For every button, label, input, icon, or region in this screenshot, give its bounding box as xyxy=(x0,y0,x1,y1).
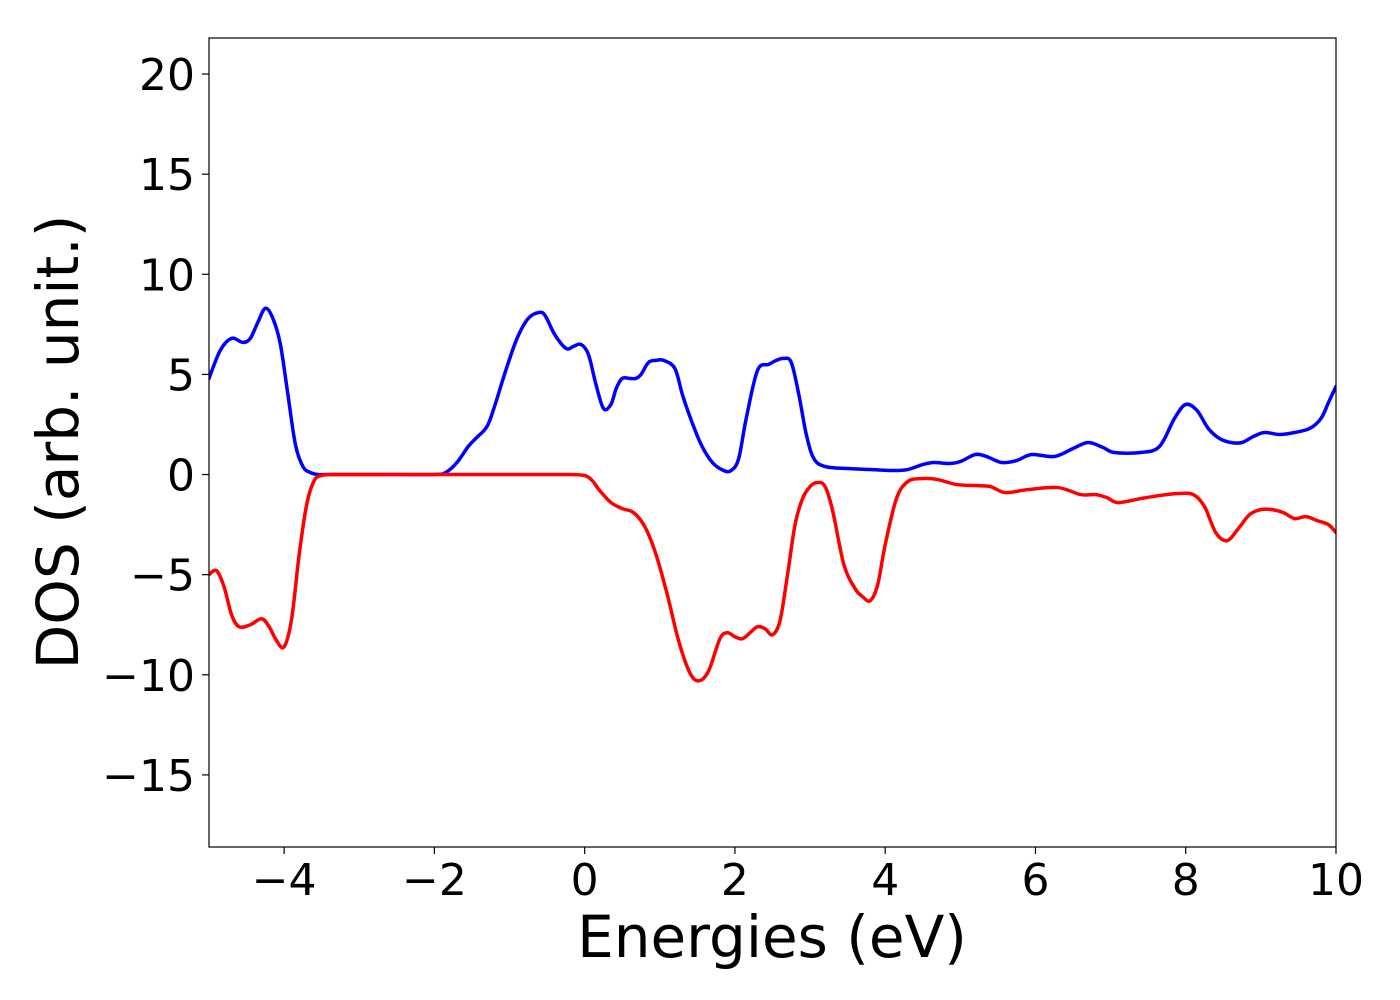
y-tick-label: 0 xyxy=(167,451,195,502)
y-tick-label: −10 xyxy=(102,651,195,702)
x-tick-label: 0 xyxy=(571,855,599,906)
y-tick-label: −5 xyxy=(130,551,195,602)
y-tick-label: 5 xyxy=(167,350,195,401)
x-tick-label: 2 xyxy=(721,855,749,906)
y-tick-label: −15 xyxy=(102,751,195,802)
x-tick-label: 4 xyxy=(871,855,899,906)
y-tick-label: 10 xyxy=(139,250,195,301)
x-axis: −4 −2 0 2 4 6 8 10 xyxy=(252,847,1364,906)
y-axis-label: DOS (arb. unit.) xyxy=(24,215,92,670)
plot-frame xyxy=(208,37,1337,848)
x-tick-label: 6 xyxy=(1021,855,1049,906)
x-axis-label: Energies (eV) xyxy=(577,903,967,971)
y-tick-label: 20 xyxy=(139,50,195,101)
x-tick-label: −2 xyxy=(402,855,467,906)
series-line-spin-down xyxy=(209,472,1336,683)
y-tick-label: 15 xyxy=(139,150,195,201)
y-axis: 20 15 10 5 0 −5 −10 −15 xyxy=(102,50,209,802)
series-layer xyxy=(209,306,1336,683)
x-tick-label: −4 xyxy=(252,855,317,906)
x-tick-label: 8 xyxy=(1172,855,1200,906)
series-line-spin-up xyxy=(209,306,1336,477)
x-tick-label: 10 xyxy=(1308,855,1364,906)
